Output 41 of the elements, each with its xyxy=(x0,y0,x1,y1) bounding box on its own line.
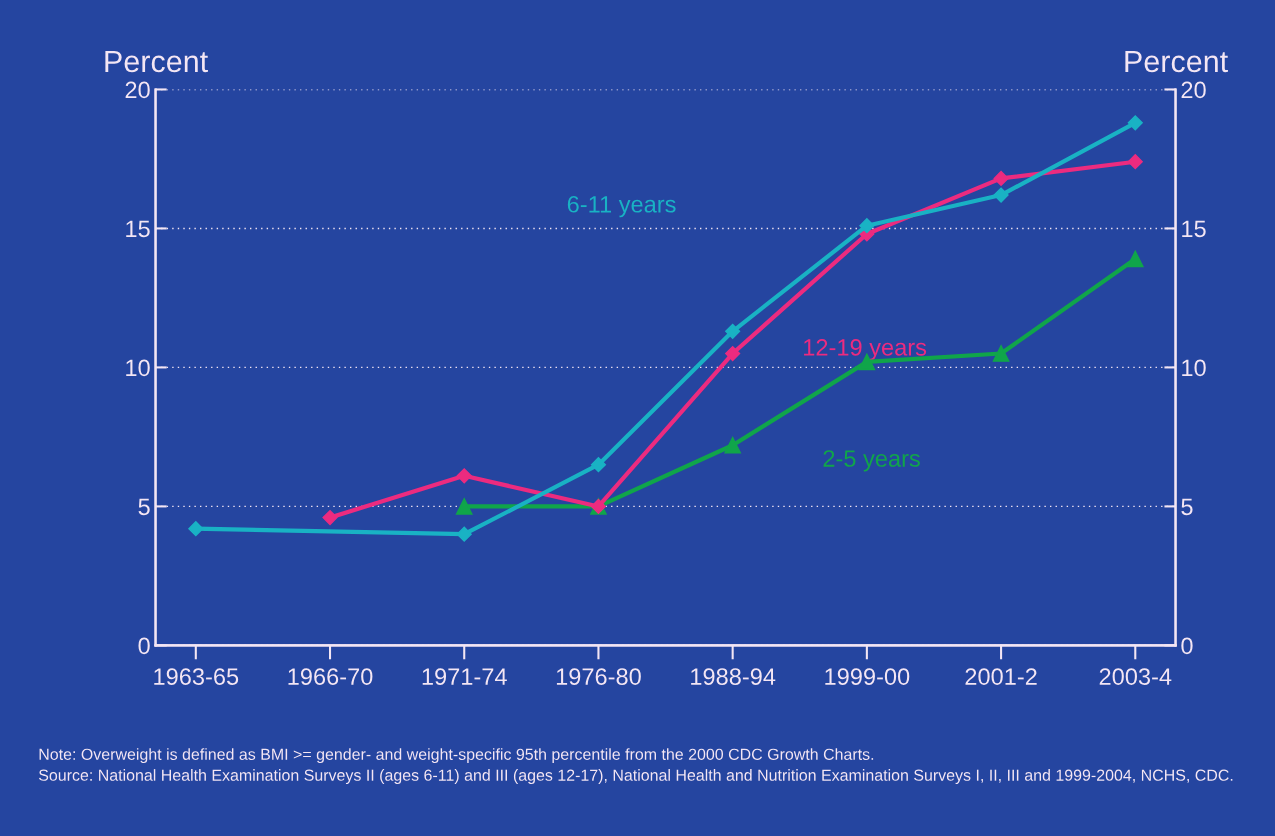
y2-tick-label: 5 xyxy=(1181,498,1193,516)
x-tick-label: 1999-00 xyxy=(825,668,910,685)
y-tick-label: 5 xyxy=(138,498,150,516)
y-tick-label: 20 xyxy=(125,81,150,99)
point xyxy=(725,323,741,339)
point xyxy=(590,457,607,473)
point xyxy=(455,498,473,515)
x-tick-label: 2003-4 xyxy=(1099,668,1172,685)
series-label: 12-19 years xyxy=(804,338,927,361)
point xyxy=(1127,115,1143,131)
point xyxy=(992,345,1010,362)
point xyxy=(993,187,1009,203)
y2-axis-title: Percent xyxy=(1125,50,1228,73)
x-tick-label: 1988-94 xyxy=(691,668,776,685)
x-tick-label: 2001-2 xyxy=(965,668,1037,685)
y2-tick-label: 10 xyxy=(1182,359,1206,377)
point xyxy=(724,436,741,454)
point xyxy=(859,218,875,234)
x-tick-label: 1966-70 xyxy=(288,668,373,685)
source-note: Source: National Health Examination Surveys II (ages 6-11) and III (ages 12-17), National Health and Nutrition Examination Surveys I, II, III and 1999-2004, NCHS, CDC. xyxy=(38,769,1233,785)
y2-tick-label: 0 xyxy=(1181,637,1193,655)
x-tick-label: 1971-74 xyxy=(422,668,507,685)
text: Note: Overweight is defined as BMI >= gender- and weight-specific 95th percentile from the 2000 CDC Growth Charts. xyxy=(39,748,874,764)
point xyxy=(1126,250,1144,268)
y2-tick-label: 20 xyxy=(1181,81,1206,99)
text: 6-11 years xyxy=(567,195,676,218)
y-tick-label: 0 xyxy=(138,637,150,655)
point xyxy=(456,468,472,484)
y2-tick-label: 15 xyxy=(1182,220,1206,238)
point xyxy=(188,521,204,537)
point xyxy=(725,345,741,362)
point xyxy=(1127,154,1143,170)
text: 2-5 years xyxy=(823,450,920,472)
y-tick-label: 15 xyxy=(126,220,150,238)
point xyxy=(322,509,338,526)
y-tick-label: 10 xyxy=(126,359,150,377)
x-tick-label: 1976-80 xyxy=(556,668,641,685)
point xyxy=(993,170,1009,186)
y-axis-title: Percent xyxy=(105,50,208,73)
x-tick-label: 1963-65 xyxy=(154,668,239,685)
point xyxy=(456,526,472,542)
